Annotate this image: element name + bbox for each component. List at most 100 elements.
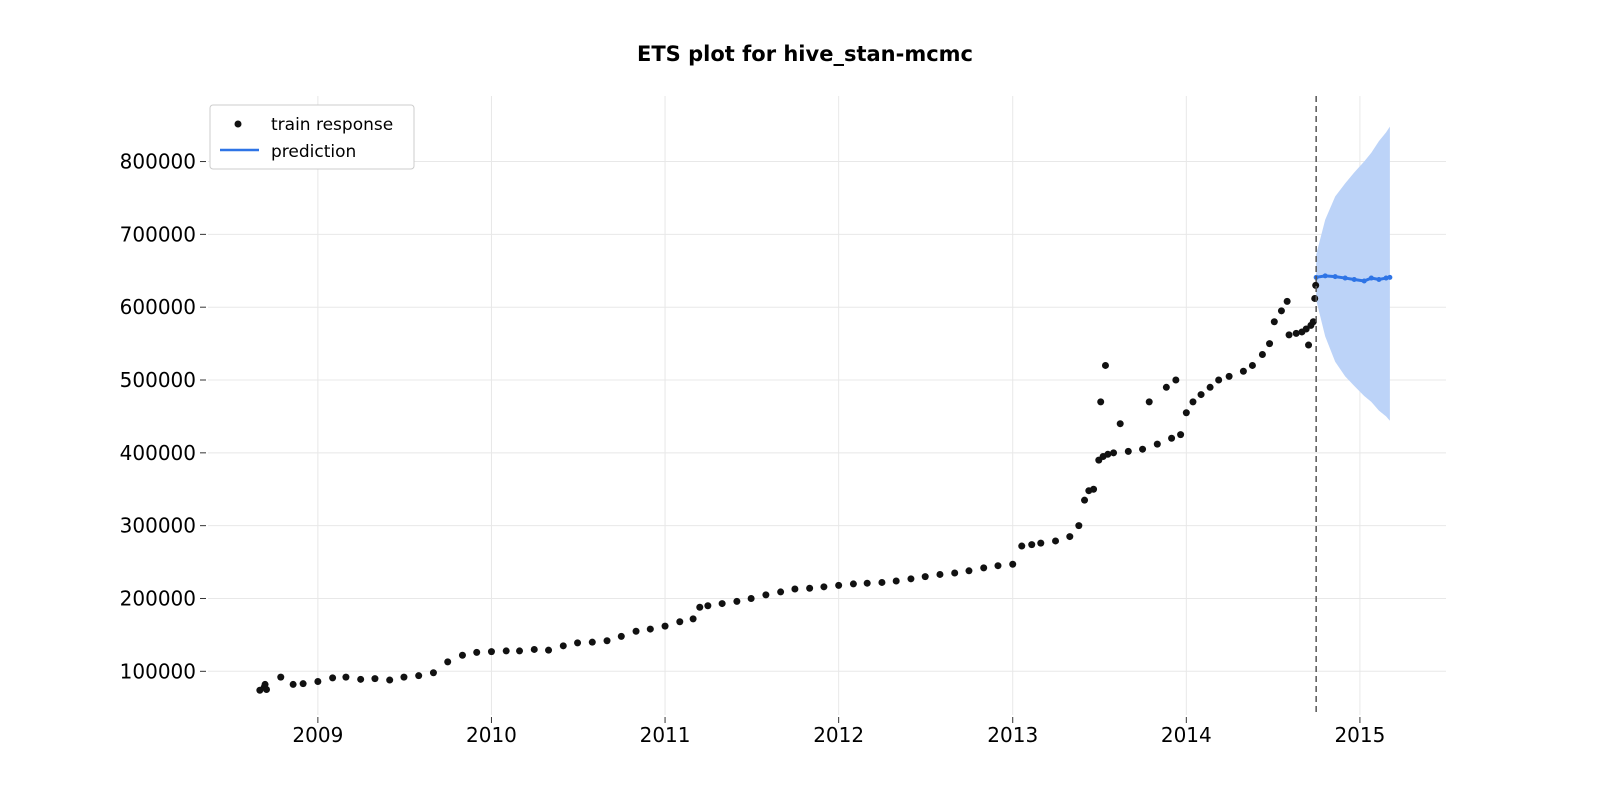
train-point [1270, 318, 1278, 326]
train-point [1189, 398, 1197, 406]
train-point [806, 584, 814, 592]
prediction-point [1376, 277, 1382, 283]
train-point [1248, 361, 1256, 369]
train-point [1239, 367, 1247, 375]
y-tick-label: 200000 [120, 586, 196, 610]
train-point [965, 567, 973, 575]
train-point [588, 638, 596, 646]
train-point [1066, 533, 1074, 541]
x-tick-label: 2012 [813, 723, 864, 747]
prediction-point [1361, 278, 1367, 284]
train-point [487, 648, 495, 656]
y-tick-label: 300000 [120, 514, 196, 538]
train-point [1110, 449, 1118, 457]
train-point [502, 647, 510, 655]
x-tick-label: 2013 [987, 723, 1038, 747]
prediction-point [1368, 275, 1374, 281]
prediction-point [1383, 275, 1389, 281]
y-tick-label: 400000 [120, 441, 196, 465]
train-point [1168, 434, 1176, 442]
train-point [299, 680, 307, 688]
train-point [980, 564, 988, 572]
legend-box [209, 104, 415, 170]
train-point [1081, 496, 1089, 504]
x-tick-label: 2010 [466, 723, 517, 747]
train-point [696, 603, 704, 611]
train-point [1052, 537, 1060, 545]
prediction-point [1332, 274, 1338, 280]
train-point [1153, 440, 1161, 448]
train-point [559, 642, 567, 650]
train-point [733, 597, 741, 605]
train-point [386, 676, 394, 684]
train-point [530, 645, 538, 653]
train-point [1206, 383, 1214, 391]
train-point [371, 675, 379, 683]
train-point [1258, 351, 1266, 359]
y-tick-label: 700000 [120, 222, 196, 246]
y-tick-label: 800000 [120, 150, 196, 174]
train-point [314, 678, 322, 686]
train-point [1028, 541, 1036, 549]
train-point [921, 573, 929, 581]
train-point [892, 577, 900, 585]
train-point [545, 646, 553, 654]
train-point [777, 588, 785, 596]
train-point [1225, 372, 1233, 380]
train-point [415, 672, 423, 680]
prediction-interval-band [1316, 126, 1390, 421]
train-point [429, 669, 437, 677]
train-point [1097, 398, 1105, 406]
train-point [1018, 542, 1026, 550]
train-point [1311, 294, 1319, 302]
train-point [747, 594, 755, 602]
train-point [1266, 340, 1274, 348]
train-point [1215, 376, 1223, 384]
y-tick-label: 500000 [120, 368, 196, 392]
train-point [820, 583, 828, 591]
train-point [1302, 325, 1310, 333]
train-point [1182, 409, 1190, 417]
y-axis: 100000 200000 300000 400000 500000 600000 7000… [120, 150, 206, 683]
train-point [689, 615, 697, 623]
train-point [1139, 445, 1147, 453]
prediction-point [1322, 273, 1328, 279]
train-point [863, 579, 871, 587]
train-point [1172, 376, 1180, 384]
legend: train response prediction [209, 104, 415, 170]
train-point [994, 562, 1002, 570]
train-point [1197, 391, 1205, 399]
x-tick-label: 2009 [292, 723, 343, 747]
train-point [1075, 522, 1083, 530]
train-point [1305, 341, 1313, 349]
train-point [704, 602, 712, 610]
train-point [849, 580, 857, 588]
train-point [1101, 361, 1109, 369]
prediction-point [1342, 275, 1348, 281]
train-point [516, 647, 524, 655]
train-points-group [256, 281, 1320, 694]
train-point [473, 648, 481, 656]
train-point [400, 673, 408, 681]
train-point [1090, 485, 1098, 493]
train-point [444, 658, 452, 666]
prediction-point [1351, 277, 1357, 283]
legend-train-marker [234, 120, 242, 128]
train-point [676, 618, 684, 626]
train-point [617, 632, 625, 640]
train-point [289, 680, 297, 688]
chart-title: ETS plot for hive_stan-mcmc [637, 42, 973, 66]
train-point [277, 673, 285, 681]
legend-train-label: train response [271, 115, 393, 135]
train-point [262, 686, 270, 694]
train-point [342, 673, 350, 681]
train-point [878, 578, 886, 586]
train-point [1162, 383, 1170, 391]
train-point [1277, 307, 1285, 315]
y-tick-label: 600000 [120, 295, 196, 319]
train-point [574, 639, 582, 647]
x-axis: 2009 2010 2011 2012 2013 2014 2015 [292, 717, 1385, 747]
train-point [1116, 420, 1124, 428]
train-point [1177, 431, 1185, 439]
